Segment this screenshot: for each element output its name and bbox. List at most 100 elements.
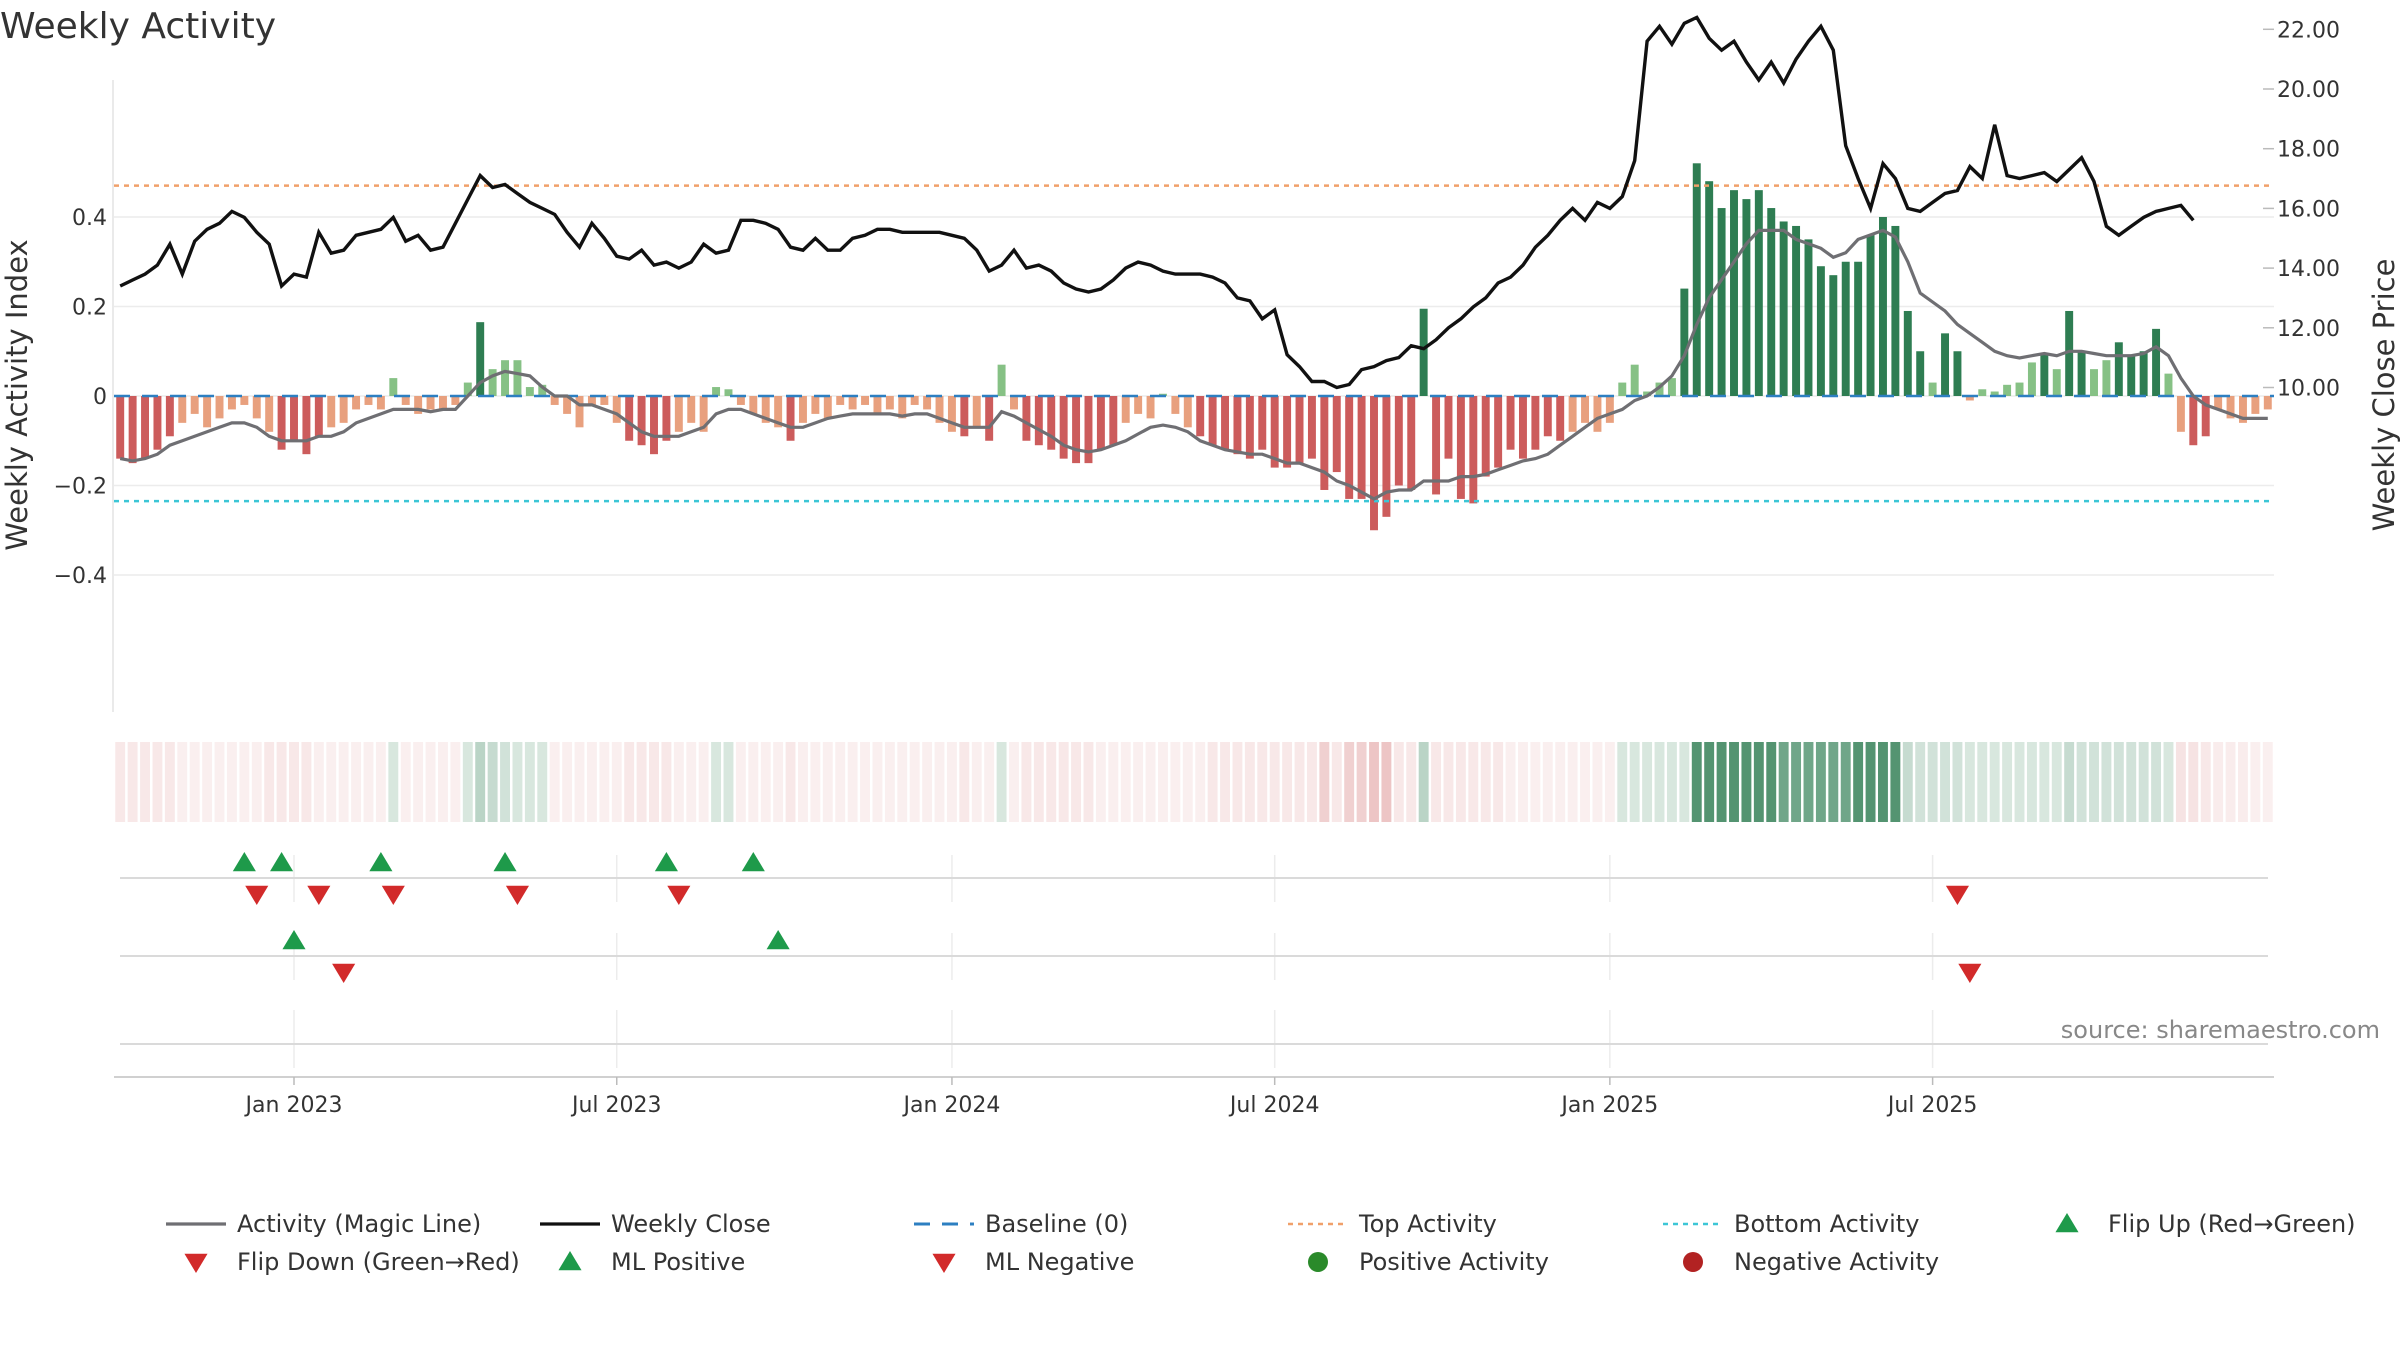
heat-cell bbox=[115, 742, 126, 822]
heat-cell bbox=[1493, 742, 1504, 822]
activity-bar bbox=[1407, 396, 1416, 490]
activity-bar bbox=[2040, 353, 2049, 396]
heat-cell bbox=[984, 742, 995, 822]
heat-cell bbox=[438, 742, 448, 822]
heat-cell bbox=[2014, 742, 2025, 822]
activity-bar bbox=[2189, 396, 2198, 446]
right-tick-label: 22.00 bbox=[2277, 18, 2340, 43]
heat-cell bbox=[264, 742, 275, 822]
heat-cell bbox=[226, 742, 237, 822]
activity-bar bbox=[960, 396, 969, 437]
activity-bar bbox=[2027, 362, 2036, 396]
x-tick-label: Jul 2025 bbox=[1886, 1093, 1978, 1118]
activity-bar bbox=[1382, 396, 1391, 517]
activity-bar bbox=[339, 396, 348, 423]
activity-bar bbox=[662, 396, 671, 441]
heat-cell bbox=[1803, 742, 1814, 822]
activity-bar bbox=[1481, 396, 1490, 477]
heat-cell bbox=[1704, 742, 1715, 822]
heat-cell bbox=[2002, 742, 2013, 822]
heat-cell bbox=[2262, 742, 2273, 822]
heat-cell bbox=[2039, 742, 2050, 822]
activity-bar bbox=[352, 396, 361, 410]
heat-cell bbox=[1071, 742, 1082, 822]
left-tick-label: −0.4 bbox=[54, 564, 107, 589]
activity-bar bbox=[227, 396, 236, 410]
heat-cell bbox=[1331, 742, 1342, 822]
activity-bar bbox=[414, 396, 423, 414]
heat-cell bbox=[1915, 742, 1926, 822]
heat-cell bbox=[1629, 742, 1640, 822]
activity-bar bbox=[600, 396, 609, 405]
heat-cell bbox=[375, 742, 386, 822]
activity-bar bbox=[699, 396, 708, 432]
activity-bar bbox=[1928, 382, 1937, 396]
activity-bar bbox=[848, 396, 857, 410]
heat-cell bbox=[2138, 742, 2149, 822]
heat-cell bbox=[735, 742, 746, 822]
activity-bar bbox=[1990, 391, 1999, 396]
heat-cell bbox=[822, 742, 833, 822]
legend-label: Flip Up (Red→Green) bbox=[2108, 1210, 2356, 1238]
activity-bar bbox=[637, 396, 646, 446]
heat-cell bbox=[1927, 742, 1938, 822]
heat-cell bbox=[524, 742, 535, 822]
heat-cell bbox=[1865, 742, 1876, 822]
activity-bar bbox=[302, 396, 311, 455]
heat-cell bbox=[562, 742, 573, 822]
activity-bar bbox=[836, 396, 845, 405]
heat-cell bbox=[1778, 742, 1789, 822]
heat-cell bbox=[897, 742, 908, 822]
activity-bar bbox=[1705, 181, 1714, 396]
heat-cell bbox=[2101, 742, 2112, 822]
heat-cell bbox=[462, 742, 473, 822]
heat-cell bbox=[1580, 742, 1590, 822]
heat-cell bbox=[2089, 742, 2099, 822]
activity-bar bbox=[749, 396, 758, 414]
activity-bar bbox=[1047, 396, 1056, 450]
heat-cell bbox=[1182, 742, 1193, 822]
activity-bar bbox=[1730, 190, 1738, 396]
activity-bar bbox=[426, 396, 435, 410]
heat-cell bbox=[1642, 742, 1653, 822]
activity-bar bbox=[141, 396, 150, 459]
heat-cell bbox=[1269, 742, 1280, 822]
heat-cell bbox=[301, 742, 312, 822]
activity-bar bbox=[2102, 360, 2111, 396]
activity-bar bbox=[364, 396, 373, 405]
activity-bar bbox=[1245, 396, 1254, 459]
signal-up-marker bbox=[654, 852, 678, 872]
signal-up-marker bbox=[369, 852, 393, 872]
activity-bar bbox=[1134, 396, 1143, 414]
legend-label: Positive Activity bbox=[1359, 1248, 1549, 1276]
heat-cell bbox=[127, 742, 138, 822]
heat-cell bbox=[1232, 742, 1243, 822]
signal-up-marker bbox=[232, 852, 256, 872]
activity-bar bbox=[252, 396, 261, 419]
activity-bar bbox=[1196, 396, 1205, 437]
heat-cell bbox=[1381, 742, 1392, 822]
heat-cell bbox=[2051, 742, 2062, 822]
heat-cell bbox=[1666, 742, 1677, 822]
activity-bar bbox=[2263, 396, 2272, 410]
activity-bar bbox=[438, 396, 447, 410]
activity-bar bbox=[1357, 396, 1366, 499]
activity-bar bbox=[290, 396, 298, 441]
heat-cell bbox=[2225, 742, 2236, 822]
legend-label: Negative Activity bbox=[1734, 1248, 1939, 1276]
activity-bar bbox=[2152, 328, 2161, 396]
activity-bar bbox=[1978, 389, 1987, 396]
heat-cell bbox=[214, 742, 225, 822]
activity-bar bbox=[550, 396, 559, 405]
activity-bar bbox=[910, 396, 919, 405]
activity-bar bbox=[736, 396, 745, 405]
heat-cell bbox=[1542, 742, 1553, 822]
activity-bar bbox=[947, 396, 956, 432]
activity-bar bbox=[1841, 261, 1850, 396]
heat-cell bbox=[1617, 742, 1628, 822]
heat-cell bbox=[773, 742, 784, 822]
left-axis-title: Weekly Activity Index bbox=[0, 239, 34, 550]
activity-bar bbox=[2226, 396, 2235, 419]
heat-cell bbox=[152, 742, 163, 822]
activity-bar bbox=[376, 396, 385, 410]
